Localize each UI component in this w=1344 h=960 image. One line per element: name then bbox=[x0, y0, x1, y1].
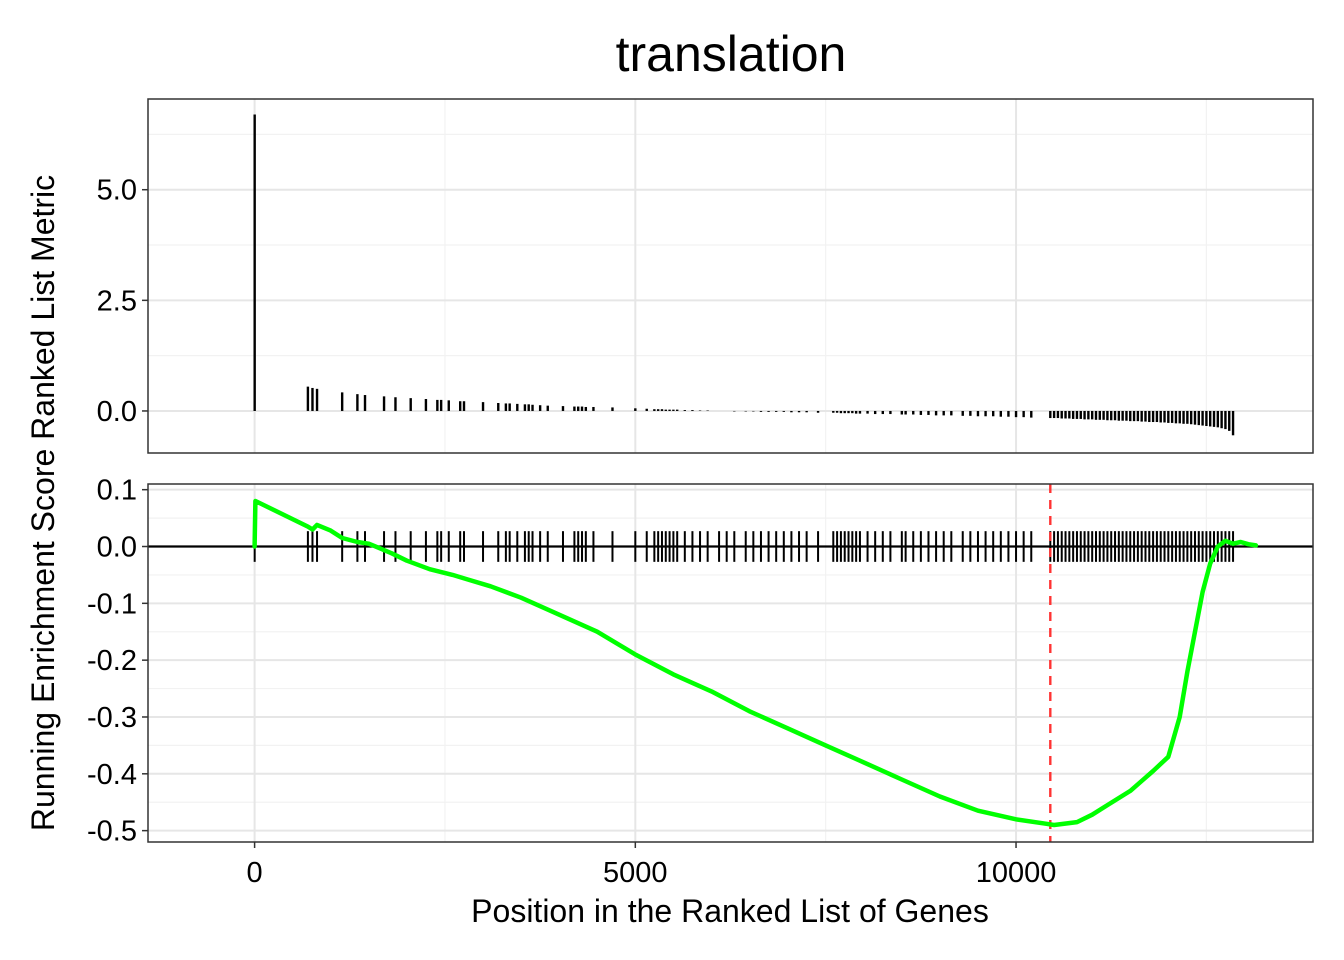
ranked-metric-panel: 0.0 2.5 5.0 bbox=[97, 98, 1314, 454]
shared-y-axis-title: Running Enrichment Score Ranked List Met… bbox=[25, 175, 61, 831]
y-tick-label: -0.4 bbox=[87, 759, 137, 791]
x-tick-label: 0 bbox=[247, 857, 263, 889]
y-tick-label: 0.0 bbox=[97, 396, 137, 428]
y-tick-label: -0.2 bbox=[87, 645, 137, 677]
y-tick-label: 2.5 bbox=[97, 285, 137, 317]
y-tick-label: 5.0 bbox=[97, 175, 137, 207]
top-panel-border bbox=[147, 98, 1314, 454]
running-enrichment-panel: -0.5 -0.4 -0.3 -0.2 -0.1 0.0 0.1 0 5000 10000 bbox=[87, 475, 1314, 889]
y-tick-label: 0.0 bbox=[97, 532, 137, 564]
y-tick-label: 0.1 bbox=[97, 475, 137, 507]
y-tick-label: -0.1 bbox=[87, 588, 137, 620]
x-tick-label: 5000 bbox=[603, 857, 668, 889]
y-tick-label: -0.3 bbox=[87, 702, 137, 734]
running-es-line bbox=[252, 498, 1259, 828]
bottom-panel-border bbox=[147, 483, 1314, 843]
chart-title: translation bbox=[616, 26, 847, 82]
x-axis-title: Position in the Ranked List of Genes bbox=[471, 893, 989, 929]
y-tick-label: -0.5 bbox=[87, 816, 137, 848]
x-tick-label: 10000 bbox=[976, 857, 1057, 889]
